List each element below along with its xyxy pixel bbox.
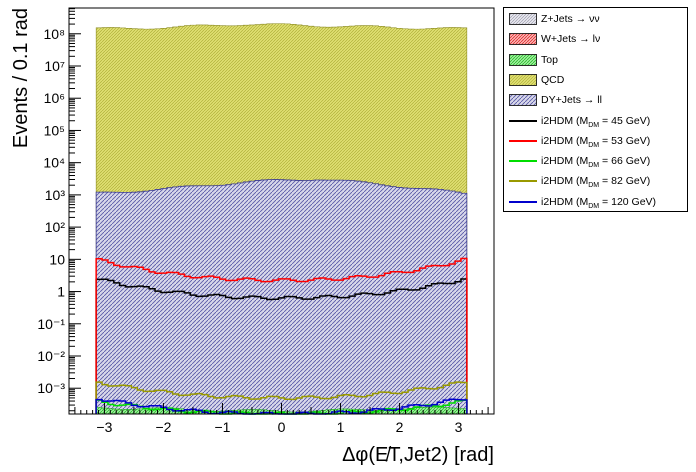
legend-entry: i2HDM (MDM = 45 GeV) [504,112,687,131]
y-tick-label: 10⁵ [44,122,65,138]
x-tick-label: 0 [278,419,286,435]
signal-line-4 [95,381,468,414]
stacked-histograms [95,23,468,415]
legend-swatch [509,73,537,86]
y-tick-label: 10³ [45,187,66,203]
legend-line-swatch [509,160,537,163]
legend-swatch [509,53,537,66]
legend-label: QCD [541,73,565,86]
y-tick-label: 10⁷ [44,58,65,74]
legend-entry: i2HDM (MDM = 53 GeV) [504,132,687,151]
x-axis-label: Δφ(E̸T,Jet2) [rad] [342,444,494,466]
legend-entry: QCD [504,71,687,90]
legend-swatch [509,13,537,25]
x-tick-label: 3 [455,419,463,435]
signal-line-2 [95,257,468,414]
x-tick-label: 2 [396,419,404,435]
legend-label: Top [541,53,558,66]
legend-line-swatch [509,119,537,122]
legend-entry: i2HDM (MDM = 82 GeV) [504,172,687,191]
legend-entry: i2HDM (MDM = 120 GeV) [504,193,687,212]
legend-line-swatch [509,180,537,183]
y-tick-label: 10² [45,219,66,235]
y-tick-label: 10⁸ [44,26,66,42]
y-axis-label: Events / 0.1 rad [10,8,32,148]
legend-label: W+Jets → lν [541,33,601,46]
legend-label: Z+Jets → νν [541,13,600,25]
y-tick-label: 10⁻³ [37,380,65,396]
x-tick-label: −3 [96,419,112,435]
y-tick-label: 10⁻² [37,348,65,364]
y-axis: 10⁻³ 10⁻² 10⁻¹ 1 10 10² 10³ 10⁴ 10⁵ 10⁶ 10⁷ 10⁸ [37,8,81,412]
legend-entry: W+Jets → lν [504,30,687,49]
legend-entry: i2HDM (MDM = 66 GeV) [504,152,687,171]
legend-swatch [509,33,537,46]
x-tick-label: −1 [214,419,230,435]
legend-line-swatch [509,139,537,142]
y-tick-label: 10⁴ [43,155,65,171]
dy-jets-histogram [95,179,468,415]
y-tick-label: 10 [49,251,65,267]
legend-label: i2HDM (MDM = 120 GeV) [541,195,657,210]
legend-entry: Z+Jets → νν [504,10,687,29]
y-tick-label: 10⁶ [44,90,65,106]
legend-entry: Top [504,51,687,70]
legend-entry: DY+Jets → ll [504,91,687,110]
legend-label: i2HDM (MDM = 45 GeV) [541,114,651,129]
legend-label: i2HDM (MDM = 53 GeV) [541,134,651,149]
x-tick-label: 1 [337,419,345,435]
y-tick-label: 10⁻¹ [37,316,65,332]
x-tick-label: −2 [155,419,171,435]
legend-swatch [509,94,537,107]
y-tick-label: 1 [57,284,65,300]
legend-label: i2HDM (MDM = 82 GeV) [541,175,651,190]
x-axis: −3 −2 −1 0 1 2 3 [68,403,495,435]
legend: Z+Jets → νν W+Jets → lν Top QCD DY+Jets → ll… [503,7,688,212]
legend-label: i2HDM (MDM = 66 GeV) [541,155,651,170]
legend-line-swatch [509,200,537,203]
legend-label: DY+Jets → ll [541,94,602,107]
signal-line-1 [95,278,468,414]
